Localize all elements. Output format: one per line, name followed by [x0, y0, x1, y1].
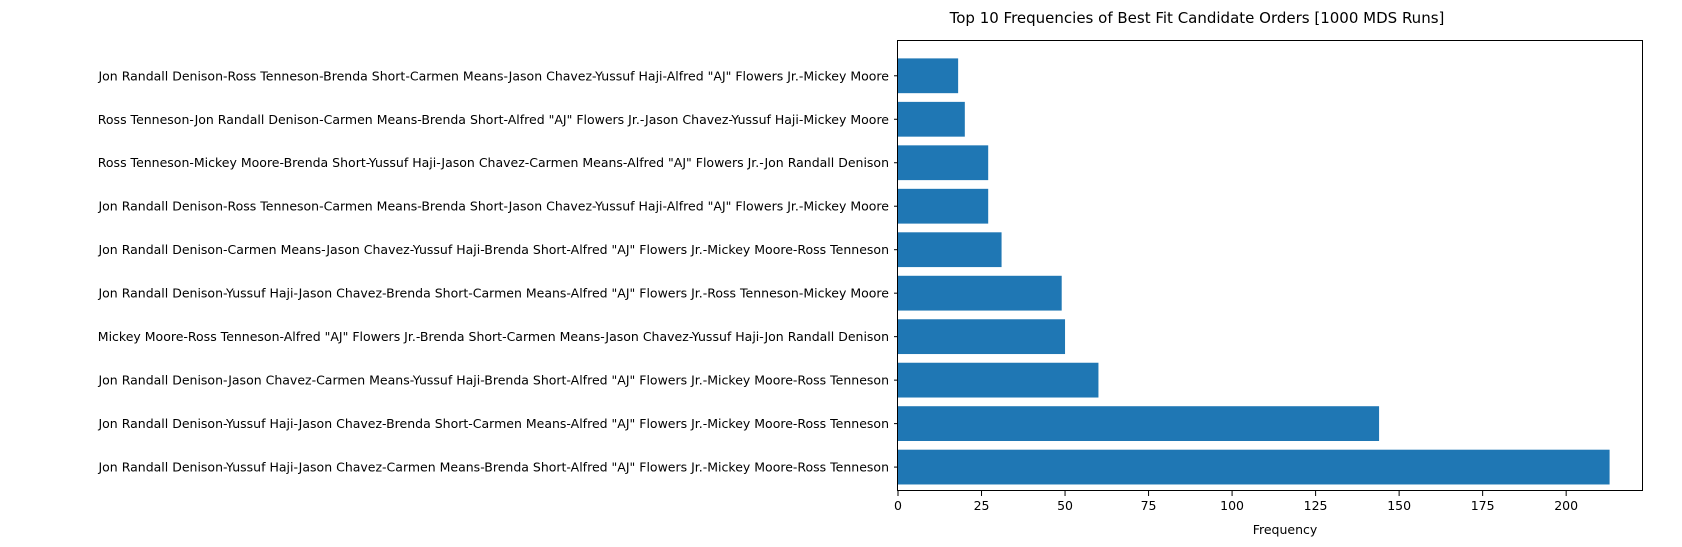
category-label-5: Jon Randall Denison-Carmen Means-Jason C…	[97, 242, 889, 257]
bar-8	[898, 101, 965, 137]
x-tick-label-3: 75	[1141, 498, 1157, 513]
bar-4	[898, 275, 1062, 311]
category-label-4: Jon Randall Denison-Yussuf Haji-Jason Ch…	[97, 286, 889, 301]
x-tick-label-8: 200	[1554, 498, 1578, 513]
category-labels: Jon Randall Denison-Yussuf Haji-Jason Ch…	[97, 68, 898, 475]
x-tick-label-1: 25	[974, 498, 990, 513]
category-label-9: Jon Randall Denison-Ross Tenneson-Brenda…	[97, 68, 889, 83]
x-tick-label-2: 50	[1057, 498, 1073, 513]
bar-0	[898, 449, 1610, 485]
x-tick-label-5: 125	[1304, 498, 1328, 513]
bar-2	[898, 362, 1099, 398]
x-axis-label: Frequency	[1253, 522, 1318, 537]
bar-1	[898, 406, 1380, 441]
chart-title: Top 10 Frequencies of Best Fit Candidate…	[949, 9, 1445, 27]
category-label-3: Mickey Moore-Ross Tenneson-Alfred "AJ" F…	[98, 329, 889, 344]
category-label-6: Jon Randall Denison-Ross Tenneson-Carmen…	[97, 199, 889, 214]
plot-frame	[897, 40, 1643, 491]
bar-9	[898, 58, 959, 94]
bar-3	[898, 319, 1066, 355]
bar-5	[898, 232, 1002, 268]
category-label-7: Ross Tenneson-Mickey Moore-Brenda Short-…	[98, 155, 889, 170]
category-label-2: Jon Randall Denison-Jason Chavez-Carmen …	[97, 373, 889, 388]
x-tick-label-4: 100	[1220, 498, 1244, 513]
bars-group	[898, 58, 1610, 485]
x-tick-label-6: 150	[1387, 498, 1411, 513]
category-label-8: Ross Tenneson-Jon Randall Denison-Carmen…	[98, 112, 890, 127]
category-label-0: Jon Randall Denison-Yussuf Haji-Jason Ch…	[97, 460, 889, 475]
x-tick-label-7: 175	[1471, 498, 1495, 513]
bar-6	[898, 188, 989, 224]
x-tick-label-0: 0	[894, 498, 902, 513]
x-axis-ticks: 0 25 50 75 100 125 150 175 200	[894, 491, 1578, 513]
category-label-1: Jon Randall Denison-Yussuf Haji-Jason Ch…	[97, 416, 889, 431]
bar-7	[898, 145, 989, 181]
